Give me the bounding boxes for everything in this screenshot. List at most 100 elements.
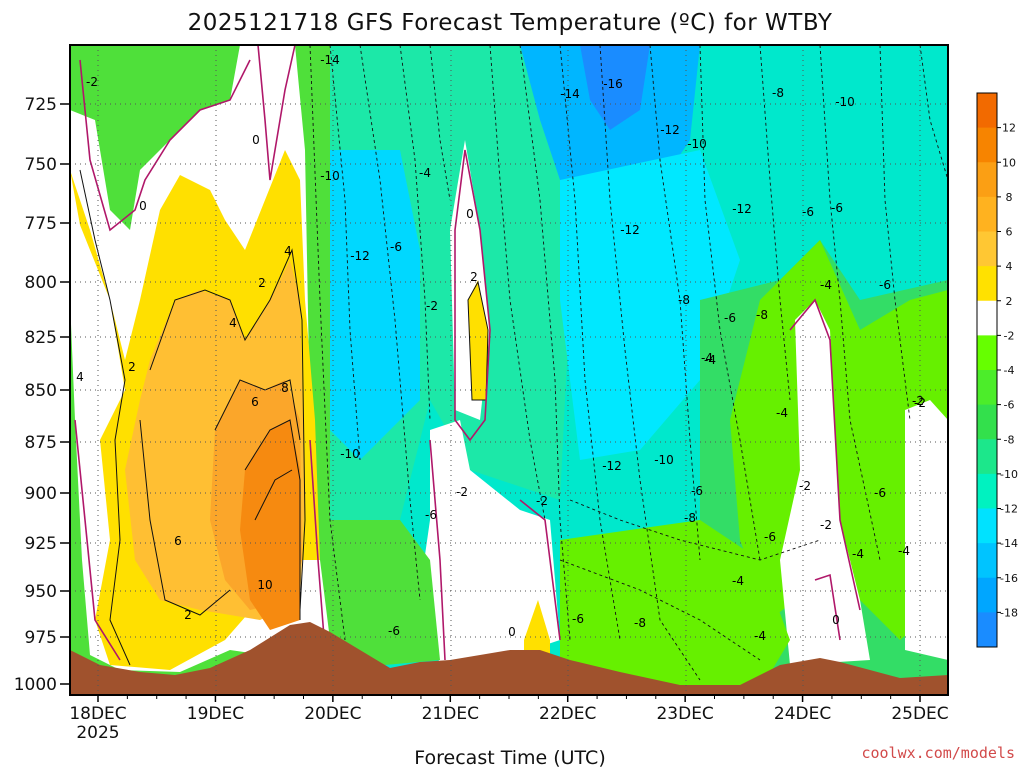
contour-label: -4 — [852, 547, 864, 561]
contour-label: -2 — [820, 518, 832, 532]
contour-label: -6 — [691, 484, 703, 498]
x-tick-label: 22DEC — [539, 704, 596, 724]
contour-labels: -2 0 -14 -16 -14 -10 -8 -10 -12 -10 -4 0 -6 -12 -12 4 2 4… — [76, 53, 926, 643]
contour-label: -2 — [799, 479, 811, 493]
y-tick-label: 825 — [25, 328, 57, 348]
contour-label: 2 — [128, 360, 136, 374]
colorbar-swatch — [977, 196, 997, 232]
x-tick-label: 20DEC — [304, 704, 361, 724]
contour-label: 4 — [284, 244, 292, 258]
contour-label: -2 — [456, 485, 468, 499]
contour-label: -8 — [772, 86, 784, 100]
y-tick-label: 800 — [25, 273, 57, 293]
y-tick-label: 950 — [25, 582, 57, 602]
contour-label: -10 — [835, 95, 855, 109]
contour-label: -6 — [390, 240, 402, 254]
colorbar-swatch — [977, 370, 997, 406]
region-white-right — [780, 300, 870, 665]
colorbar-swatch — [977, 543, 997, 579]
contour-label: 0 — [466, 207, 474, 221]
contour-label: -8 — [634, 616, 646, 630]
colorbar-swatch — [977, 266, 997, 302]
contour-label: -4 — [754, 629, 766, 643]
contour-label: -6 — [764, 530, 776, 544]
colorbar-swatch — [977, 300, 997, 336]
colorbar-label: -2 — [1004, 329, 1015, 342]
contour-label: 6 — [174, 534, 182, 548]
colorbar-label: -18 — [1000, 606, 1018, 619]
contour-label: -12 — [620, 223, 640, 237]
x-axis-title: Forecast Time (UTC) — [414, 747, 605, 768]
credit-text: coolwx.com/models — [861, 744, 1015, 762]
contour-label: -4 — [419, 166, 431, 180]
region-blue-core — [580, 45, 650, 130]
contour-label: -4 — [898, 544, 910, 558]
contour-label: -12 — [350, 249, 370, 263]
contour-label: -2 — [426, 299, 438, 313]
region-yellow-spike-middle — [468, 280, 488, 400]
contour-label: -4 — [732, 574, 744, 588]
colorbar-swatch — [977, 439, 997, 475]
contour-label: -6 — [831, 201, 843, 215]
colorbar-swatch — [977, 612, 997, 648]
region-white-far-right — [905, 400, 948, 660]
contour-label: -16 — [603, 77, 623, 91]
contour-label: -2 — [914, 396, 926, 410]
contour-label: -4 — [704, 353, 716, 367]
colorbar-swatch — [977, 473, 997, 509]
zero-degree-contours — [74, 45, 861, 661]
contour-label: -4 — [776, 406, 788, 420]
contour-label: -6 — [874, 486, 886, 500]
y-axis: 725 750 775 800 825 850 875 900 925 950 975 1000 — [14, 95, 70, 695]
y-tick-label: 925 — [25, 534, 57, 554]
y-tick-label: 750 — [25, 155, 57, 175]
colorbar-label: 10 — [1002, 156, 1016, 169]
y-tick-label: 850 — [25, 381, 57, 401]
colorbar-swatch — [977, 93, 997, 129]
x-tick-label: 24DEC — [774, 704, 831, 724]
colorbar-label: -8 — [1004, 433, 1015, 446]
contour-label: 6 — [251, 395, 259, 409]
colorbar-label: -12 — [1000, 503, 1018, 516]
contour-label: -6 — [425, 508, 437, 522]
chart-title: 2025121718 GFS Forecast Temperature (ºC)… — [188, 10, 833, 36]
y-tick-label: 775 — [25, 214, 57, 234]
colorbar-label: 8 — [1006, 191, 1013, 204]
colorbar-label: -14 — [1000, 537, 1018, 550]
x-tick-label: 25DEC — [891, 704, 948, 724]
contour-label: 2 — [258, 276, 266, 290]
colorbar: 12 10 8 6 4 2 -2 -4 -6 -8 -10 -12 -14 -16 -18 — [976, 92, 1018, 648]
colorbar-label: 4 — [1006, 260, 1013, 273]
colorbar-swatch — [977, 335, 997, 371]
contour-label: -2 — [86, 75, 98, 89]
terrain-surface — [70, 622, 948, 695]
positive-contours — [79, 169, 489, 666]
contour-label: 0 — [508, 625, 516, 639]
colorbar-swatch — [977, 508, 997, 544]
x-tick-label: 19DEC — [187, 704, 244, 724]
contour-label: -6 — [388, 624, 400, 638]
y-tick-label: 725 — [25, 95, 57, 115]
contour-label: -6 — [879, 278, 891, 292]
contour-label: -10 — [320, 169, 340, 183]
y-tick-label: 875 — [25, 433, 57, 453]
colorbar-label: 6 — [1006, 226, 1013, 239]
region-green-lower-middle — [330, 520, 440, 670]
contour-label: -4 — [820, 278, 832, 292]
colorbar-label: -6 — [1004, 399, 1015, 412]
x-tick-label: 21DEC — [422, 704, 479, 724]
x-axis: 18DEC 19DEC 20DEC 21DEC 22DEC 23DEC 24DEC 25DEC — [69, 695, 949, 724]
colorbar-swatch — [977, 577, 997, 613]
colorbar-swatch — [977, 404, 997, 440]
colorbar-swatch — [977, 127, 997, 163]
contour-label: -8 — [756, 308, 768, 322]
colorbar-swatch — [977, 162, 997, 198]
colorbar-label: 2 — [1006, 295, 1013, 308]
x-tick-label: 23DEC — [656, 704, 713, 724]
contour-label: -12 — [602, 459, 622, 473]
contour-label: -14 — [560, 87, 580, 101]
colorbar-swatch — [977, 231, 997, 267]
x-tick-label: 18DEC — [69, 704, 126, 724]
y-tick-label: 900 — [25, 484, 57, 504]
